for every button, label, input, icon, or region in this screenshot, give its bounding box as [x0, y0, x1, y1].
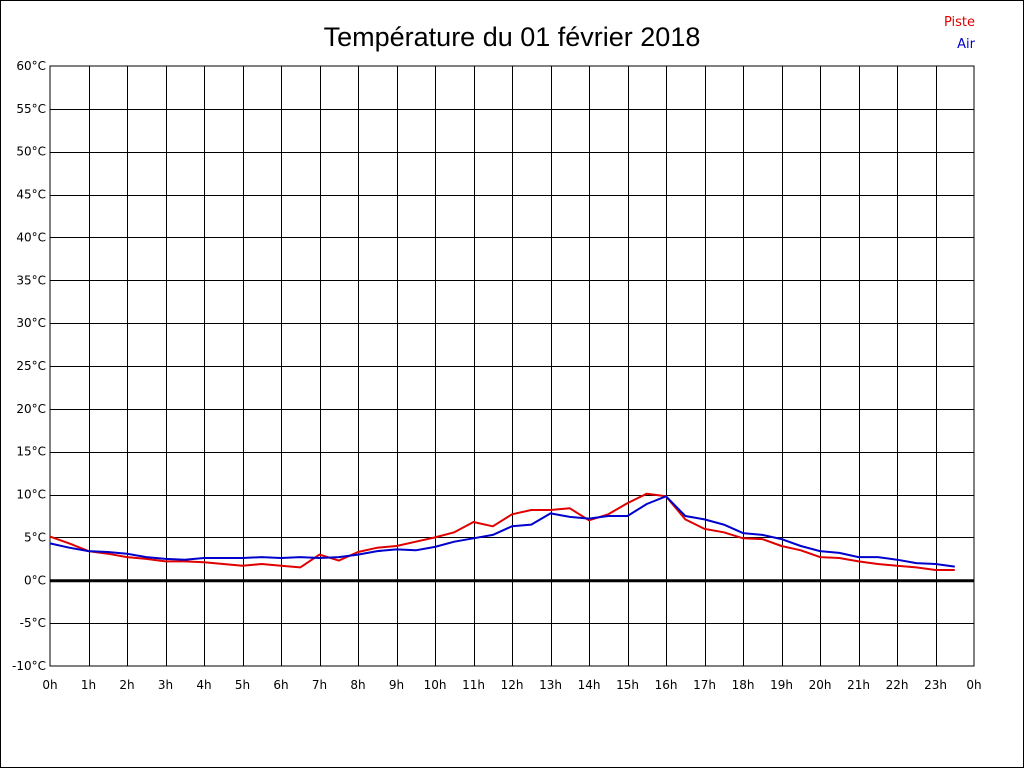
y-tick-label: 50°C	[16, 145, 46, 159]
x-tick-label: 0h	[966, 678, 981, 692]
chart-title: Température du 01 février 2018	[324, 22, 701, 52]
x-tick-label: 14h	[578, 678, 601, 692]
y-tick-label: 20°C	[16, 402, 46, 416]
x-tick-label: 1h	[81, 678, 96, 692]
y-tick-label: 10°C	[16, 488, 46, 502]
x-tick-label: 3h	[158, 678, 173, 692]
x-tick-label: 6h	[273, 678, 288, 692]
x-axis-ticks: 0h 1h 2h 3h 4h 5h 6h 7h 8h 9h 10h 11h 12h 13h 14h 15h 16…	[42, 678, 981, 692]
x-tick-label: 8h	[350, 678, 365, 692]
grid	[49, 65, 975, 667]
y-tick-label: -5°C	[20, 616, 46, 630]
x-tick-label: 21h	[847, 678, 870, 692]
x-tick-label: 10h	[424, 678, 447, 692]
y-tick-label: -10°C	[12, 659, 46, 673]
y-tick-label: 25°C	[16, 359, 46, 373]
y-tick-label: 30°C	[16, 316, 46, 330]
x-tick-label: 13h	[539, 678, 562, 692]
x-tick-label: 2h	[119, 678, 134, 692]
x-tick-label: 15h	[616, 678, 639, 692]
y-tick-label: 45°C	[16, 188, 46, 202]
series-line-piste	[49, 492, 955, 571]
y-tick-label: 5°C	[24, 530, 46, 544]
series-line-air	[49, 495, 955, 568]
x-tick-label: 12h	[501, 678, 524, 692]
x-tick-label: 19h	[770, 678, 793, 692]
legend-entry-air: Air	[957, 37, 976, 52]
y-tick-label: 40°C	[16, 230, 46, 244]
y-axis-ticks: 60°C 55°C 50°C 45°C 40°C 35°C 30°C 25°C 20°C 15°C…	[12, 59, 46, 673]
legend: Piste Air	[944, 15, 976, 52]
x-tick-label: 0h	[42, 678, 57, 692]
y-tick-label: 0°C	[24, 573, 46, 587]
y-tick-label: 60°C	[16, 59, 46, 73]
x-tick-label: 7h	[312, 678, 327, 692]
x-tick-label: 11h	[462, 678, 485, 692]
x-tick-label: 16h	[655, 678, 678, 692]
x-tick-label: 18h	[732, 678, 755, 692]
x-tick-label: 9h	[389, 678, 404, 692]
x-tick-label: 17h	[693, 678, 716, 692]
y-tick-label: 35°C	[16, 273, 46, 287]
x-tick-label: 23h	[924, 678, 947, 692]
y-tick-label: 55°C	[16, 102, 46, 116]
x-tick-label: 5h	[235, 678, 250, 692]
y-tick-label: 15°C	[16, 445, 46, 459]
series-lines	[49, 492, 955, 571]
x-tick-label: 22h	[886, 678, 909, 692]
x-tick-label: 4h	[196, 678, 211, 692]
x-tick-label: 20h	[809, 678, 832, 692]
legend-entry-piste: Piste	[944, 15, 975, 30]
